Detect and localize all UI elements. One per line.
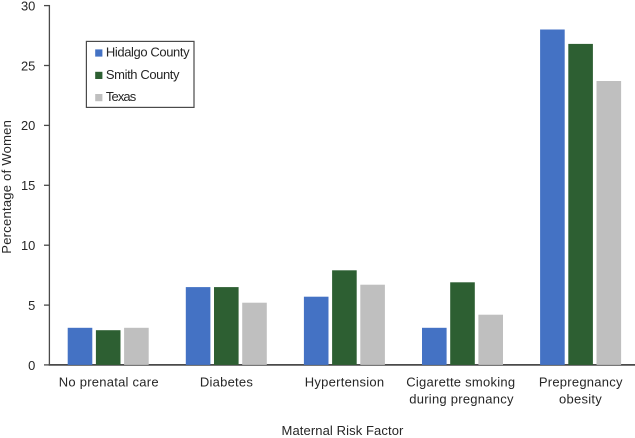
- svg-text:20: 20: [21, 118, 35, 133]
- svg-text:30: 30: [21, 0, 35, 13]
- svg-text:10: 10: [21, 238, 35, 253]
- svg-text:Cigarette smoking: Cigarette smoking: [406, 374, 515, 389]
- svg-text:Percentage of Women: Percentage of Women: [0, 120, 14, 254]
- svg-text:Maternal Risk Factor: Maternal Risk Factor: [282, 423, 404, 438]
- svg-text:during pregnancy: during pregnancy: [409, 391, 514, 406]
- svg-text:25: 25: [21, 58, 35, 73]
- svg-text:15: 15: [21, 178, 35, 193]
- svg-text:No prenatal care: No prenatal care: [59, 374, 159, 389]
- svg-text:Hidalgo County: Hidalgo County: [106, 44, 190, 59]
- svg-text:Smith County: Smith County: [106, 67, 180, 82]
- svg-text:0: 0: [28, 358, 35, 373]
- svg-text:Texas: Texas: [106, 89, 137, 104]
- svg-text:Hypertension: Hypertension: [305, 374, 385, 389]
- svg-text:Prepregnancy: Prepregnancy: [539, 374, 623, 389]
- svg-text:obesity: obesity: [559, 391, 602, 406]
- svg-text:Diabetes: Diabetes: [200, 374, 254, 389]
- svg-text:5: 5: [28, 298, 35, 313]
